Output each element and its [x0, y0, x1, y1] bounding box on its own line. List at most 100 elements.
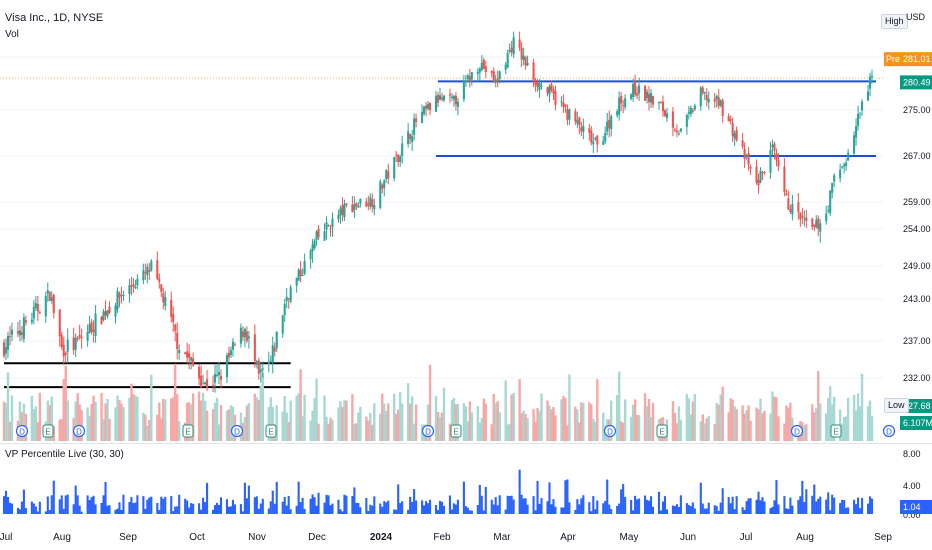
earnings-marker[interactable]: E — [830, 424, 842, 438]
volume-bar — [685, 393, 689, 441]
volume-bar — [231, 406, 235, 441]
candle-body — [805, 217, 808, 222]
candle-body — [442, 95, 446, 101]
volume-bar — [480, 418, 483, 441]
candle-body — [847, 152, 850, 161]
volume-bar — [852, 394, 856, 441]
earnings-marker[interactable]: E — [265, 424, 277, 438]
dividend-marker[interactable]: D — [15, 424, 29, 438]
volume-bar — [538, 410, 541, 441]
candle-body — [789, 209, 792, 213]
indicator-bar — [267, 508, 270, 514]
volume-bar — [775, 397, 778, 441]
earnings-marker[interactable]: E — [42, 424, 54, 438]
earnings-marker[interactable]: E — [656, 424, 668, 438]
volume-legend[interactable]: Vol — [5, 29, 19, 40]
volume-bar — [870, 416, 874, 441]
volume-bar — [846, 397, 850, 441]
dividend-marker[interactable]: D — [421, 424, 435, 438]
candle-body — [281, 315, 284, 334]
volume-bar — [245, 405, 249, 441]
indicator-bar — [134, 502, 137, 514]
dividend-marker[interactable]: D — [790, 424, 804, 438]
volume-bar — [337, 407, 340, 441]
event-marker-label: E — [659, 428, 664, 437]
volume-bar — [643, 393, 647, 441]
candle-body — [618, 97, 621, 115]
pre-price-tag: 281.01 — [900, 52, 932, 67]
indicator-bar — [401, 501, 404, 514]
volume-bar — [687, 398, 691, 441]
indicator-bar — [369, 504, 372, 514]
indicator-legend[interactable]: VP Percentile Live (30, 30) — [5, 449, 124, 460]
dividend-marker[interactable]: D — [72, 424, 86, 438]
dividend-marker[interactable]: D — [230, 424, 244, 438]
candle-body — [731, 123, 734, 137]
low-button[interactable]: Low — [884, 398, 909, 413]
indicator-bar — [638, 498, 641, 514]
volume-bar — [540, 393, 543, 441]
volume-bar — [476, 406, 480, 441]
volume-bar — [351, 394, 354, 441]
candle-body — [815, 219, 818, 228]
indicator-bar — [578, 504, 581, 514]
high-button[interactable]: High — [881, 14, 908, 29]
candle-body — [462, 81, 465, 100]
candle-body — [271, 345, 274, 363]
volume-bar — [406, 383, 410, 441]
dividend-marker[interactable]: D — [882, 424, 896, 438]
volume-value-tag-bg — [900, 416, 932, 430]
volume-bar — [518, 379, 521, 441]
candle-body — [311, 244, 314, 252]
candle-body — [649, 92, 653, 103]
volume-bar — [74, 401, 77, 441]
candle-body — [303, 261, 306, 274]
earnings-marker[interactable]: E — [182, 424, 194, 438]
indicator-bar — [287, 496, 290, 514]
candle-body — [687, 111, 690, 114]
candle-body — [60, 334, 63, 348]
dividend-marker[interactable]: D — [603, 424, 617, 438]
volume-bar — [396, 409, 400, 441]
indicator-bar — [428, 499, 432, 514]
candle-body — [74, 337, 77, 350]
candle-body — [833, 175, 836, 182]
volume-bar — [78, 404, 81, 441]
candle-body — [206, 379, 209, 388]
indicator-bar — [442, 505, 446, 514]
volume-value-tag-text: 6.107M — [903, 418, 932, 428]
indicator-bar — [58, 499, 61, 514]
volume-bar — [398, 392, 402, 441]
indicator-bar — [34, 506, 37, 514]
indicator-bar — [18, 509, 21, 514]
volume-bar — [777, 416, 780, 441]
volume-bar — [825, 413, 828, 441]
indicator-bar — [456, 499, 459, 514]
event-marker-label: D — [19, 428, 25, 437]
chart-title[interactable]: Visa Inc., 1D, NYSE — [5, 12, 104, 24]
earnings-marker[interactable]: E — [450, 424, 462, 438]
candle-body — [267, 361, 270, 365]
candle-body — [257, 360, 260, 374]
volume-bar — [743, 413, 746, 441]
candle-body — [36, 303, 39, 312]
volume-bar — [373, 403, 376, 441]
volume-bar — [341, 406, 344, 441]
candle-body — [259, 369, 262, 373]
indicator-bar — [831, 494, 834, 514]
volume-bar — [448, 423, 452, 441]
indicator-bar — [825, 499, 828, 514]
indicator-bar — [717, 510, 720, 514]
candle-body — [564, 104, 567, 107]
volume-bar — [185, 402, 189, 441]
currency-label[interactable]: USD — [906, 12, 926, 22]
indicator-bar — [397, 484, 400, 514]
volume-bar — [548, 405, 551, 441]
event-marker-label: E — [45, 428, 50, 437]
indicator-bar — [192, 503, 195, 514]
indicator-bar — [331, 503, 334, 514]
candle-body — [813, 225, 816, 227]
volume-bar — [701, 414, 704, 441]
